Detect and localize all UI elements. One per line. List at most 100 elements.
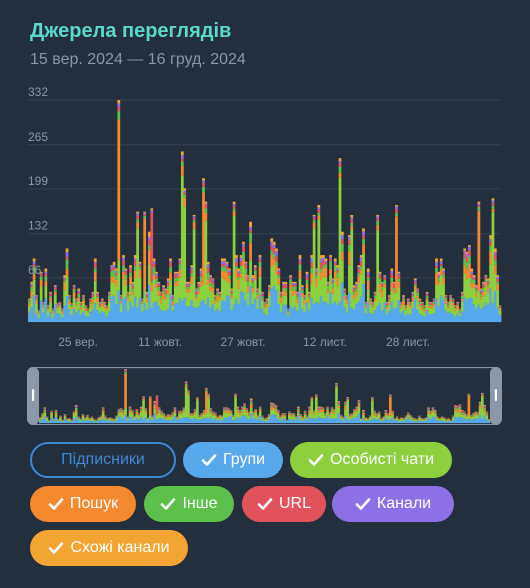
area-segment (352, 288, 356, 292)
area-segment (136, 222, 139, 229)
area-segment (242, 241, 245, 244)
area-segment (230, 309, 234, 322)
legend-subscribers-toggle[interactable]: Підписники (30, 442, 176, 478)
legend-groups-toggle[interactable]: Групи (183, 442, 283, 478)
area-segment (399, 313, 403, 322)
area-segment (468, 249, 471, 257)
area-segment (428, 304, 431, 307)
area-segment (72, 288, 76, 293)
area-segment (399, 305, 403, 309)
area-segment (199, 273, 203, 277)
area-segment (63, 280, 67, 283)
area-segment (164, 310, 168, 322)
area-segment (340, 244, 344, 252)
area-segment (263, 303, 267, 305)
area-segment (439, 275, 443, 296)
area-segment (96, 296, 99, 298)
area-segment (216, 291, 220, 294)
area-segment (265, 314, 269, 322)
area-segment (496, 278, 500, 283)
range-navigator[interactable] (26, 366, 503, 426)
area-segment (322, 276, 325, 302)
area-segment (376, 218, 380, 221)
area-segment (329, 292, 332, 322)
navigator-chart[interactable] (26, 366, 503, 426)
area-segment (239, 255, 243, 258)
legend-other-toggle[interactable]: Інше (144, 486, 234, 522)
area-segment (49, 293, 52, 294)
y-tick-label: 332 (28, 85, 48, 99)
area-segment (228, 269, 231, 272)
area-segment (28, 301, 31, 304)
legend-channels-toggle[interactable]: Канали (332, 486, 454, 522)
area-segment (115, 285, 118, 304)
area-segment (108, 295, 111, 300)
area-segment (411, 308, 415, 322)
area-segment (317, 204, 321, 208)
area-segment (228, 275, 231, 279)
area-segment (343, 295, 347, 300)
area-segment (258, 255, 262, 258)
area-segment (284, 295, 288, 305)
area-segment (143, 211, 147, 213)
area-segment (183, 190, 187, 193)
main-chart[interactable]: 0 66 132 199 265 332 25 вер. 11 жовт. 27 жовт. 1… (0, 85, 530, 355)
area-segment (253, 279, 257, 299)
area-segment (225, 266, 229, 270)
area-segment (326, 281, 330, 284)
area-segment (185, 281, 189, 284)
area-segment (270, 266, 274, 289)
legend-url-toggle[interactable]: URL (242, 486, 326, 522)
area-segment (197, 287, 201, 291)
area-segment (178, 277, 182, 299)
area-segment (112, 276, 116, 283)
area-segment (303, 300, 307, 305)
area-segment (308, 310, 311, 322)
area-segment (305, 276, 309, 281)
area-segment (402, 297, 405, 299)
area-segment (392, 283, 396, 285)
legend-similar-channels-toggle[interactable]: Схожі канали (30, 530, 188, 566)
area-segment (256, 298, 260, 309)
area-segment (228, 271, 231, 276)
area-segment (93, 258, 97, 262)
area-segment (456, 313, 460, 322)
area-segment (430, 302, 434, 304)
area-segment (369, 298, 372, 300)
area-segment (282, 281, 285, 284)
area-segment (237, 270, 241, 274)
area-segment (442, 272, 445, 275)
area-segment (44, 276, 48, 281)
area-segment (204, 304, 208, 322)
legend-private-chats-toggle[interactable]: Особисті чати (290, 442, 452, 478)
area-segment (60, 317, 64, 322)
area-segment (192, 215, 196, 217)
area-segment (176, 273, 179, 276)
area-segment (423, 309, 427, 313)
area-segment (439, 295, 443, 322)
area-segment (348, 244, 351, 252)
area-segment (68, 295, 71, 297)
area-segment (35, 296, 38, 298)
area-segment (399, 302, 403, 304)
area-segment (458, 313, 462, 317)
area-segment (35, 298, 38, 301)
area-segment (42, 312, 45, 322)
area-segment (277, 271, 281, 276)
area-segment (371, 314, 375, 322)
area-segment (251, 282, 255, 288)
area-segment (263, 306, 267, 309)
area-segment (352, 287, 356, 289)
area-segment (451, 314, 455, 322)
legend-search-toggle[interactable]: Пошук (30, 486, 136, 522)
area-segment (246, 281, 250, 287)
area-segment (289, 275, 292, 277)
area-segment (230, 291, 234, 294)
area-segment (463, 297, 467, 322)
area-segment (475, 292, 478, 297)
area-segment (133, 270, 137, 279)
area-segment (46, 305, 50, 307)
area-segment (435, 262, 438, 266)
area-segment (340, 260, 344, 283)
area-segment (253, 267, 257, 269)
